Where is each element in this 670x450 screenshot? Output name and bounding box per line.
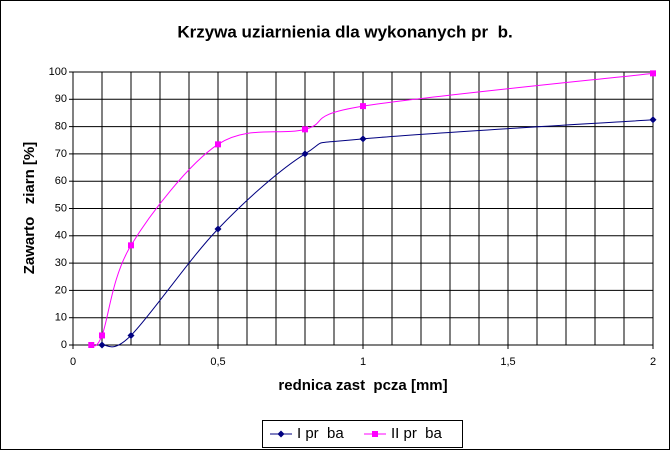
y-tick-label: 40 <box>55 230 67 242</box>
marker <box>359 135 367 143</box>
marker <box>650 70 656 77</box>
marker <box>128 242 134 249</box>
chart-title: Krzywa uziarnienia dla wykonanych pr b. <box>177 22 512 41</box>
marker <box>98 341 106 349</box>
x-tick-label: 1 <box>360 356 366 368</box>
legend-label: I pr ba <box>297 425 344 442</box>
marker <box>301 150 309 158</box>
x-tick-label: 0,5 <box>210 356 225 368</box>
y-tick-label: 100 <box>49 66 67 78</box>
marker <box>214 225 222 233</box>
y-tick-label: 10 <box>55 312 67 324</box>
y-tick-label: 70 <box>55 148 67 160</box>
x-tick-label: 2 <box>650 356 656 368</box>
legend-label: II pr ba <box>391 425 443 442</box>
marker <box>88 342 95 348</box>
y-tick-label: 20 <box>55 284 67 296</box>
x-tick-label: 1,5 <box>500 356 515 368</box>
y-tick-label: 30 <box>55 257 67 269</box>
legend-box <box>262 420 463 448</box>
y-tick-label: 80 <box>55 121 67 133</box>
marker <box>360 103 366 110</box>
x-axis-label: rednica zast pcza [mm] <box>278 377 447 394</box>
marker <box>302 126 308 133</box>
y-tick-label: 90 <box>55 93 67 105</box>
marker <box>127 331 135 339</box>
y-tick-label: 50 <box>55 202 67 214</box>
marker <box>99 332 105 339</box>
series-line <box>101 119 654 348</box>
series-line <box>90 72 654 347</box>
marker <box>372 431 378 437</box>
marker <box>649 116 657 124</box>
marker <box>215 141 221 148</box>
y-tick-label: 60 <box>55 175 67 187</box>
y-tick-label: 0 <box>61 339 67 351</box>
marker <box>277 430 285 438</box>
y-axis-label: Zawarto ziarn [%] <box>21 142 38 275</box>
x-tick-label: 0 <box>70 356 76 368</box>
